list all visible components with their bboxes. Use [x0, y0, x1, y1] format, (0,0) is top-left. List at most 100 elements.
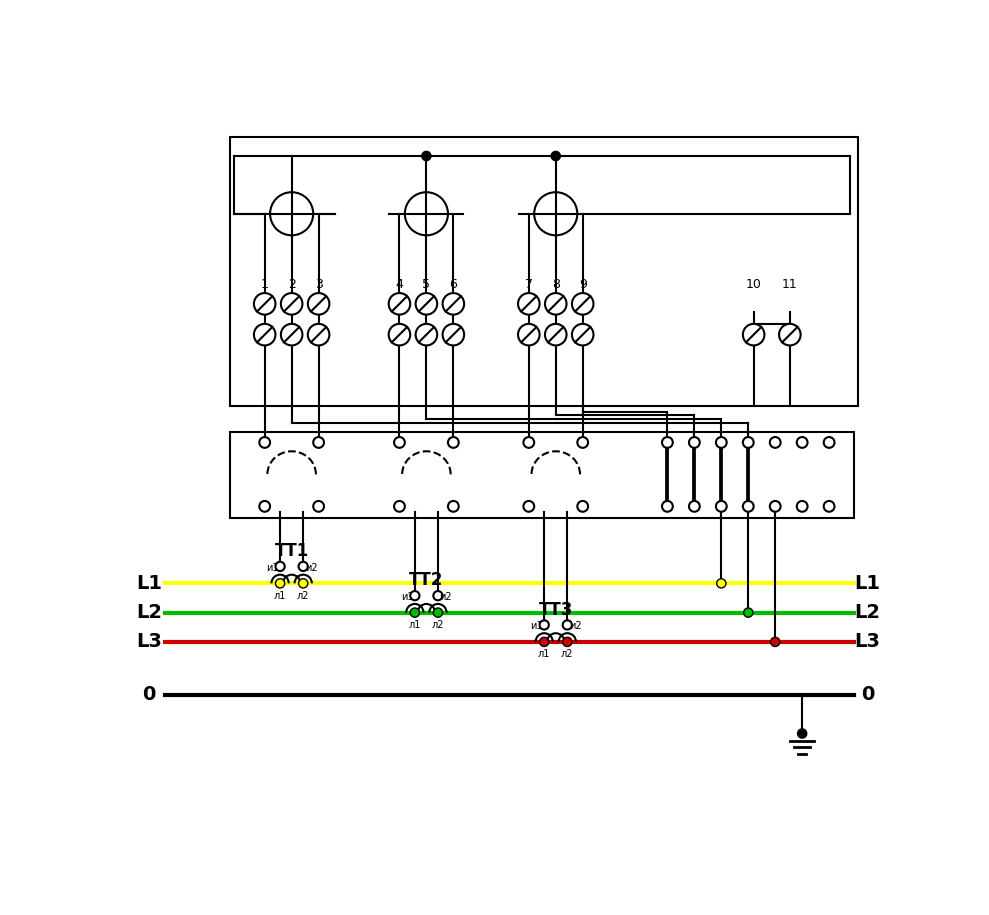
Circle shape	[259, 501, 270, 511]
Circle shape	[308, 324, 329, 346]
Circle shape	[545, 293, 567, 315]
Circle shape	[299, 562, 308, 571]
Text: и1: и1	[401, 592, 413, 602]
Text: 11: 11	[782, 278, 798, 291]
Circle shape	[743, 501, 754, 511]
Circle shape	[824, 437, 835, 447]
Text: 9: 9	[579, 278, 586, 291]
Circle shape	[415, 324, 437, 346]
Circle shape	[743, 437, 754, 447]
Text: 10: 10	[746, 278, 762, 291]
Circle shape	[389, 324, 410, 346]
Text: л2: л2	[561, 649, 574, 659]
Text: л2: л2	[431, 620, 444, 630]
Text: 1: 1	[261, 278, 269, 291]
Circle shape	[769, 501, 780, 511]
Circle shape	[717, 578, 726, 588]
Circle shape	[545, 324, 567, 346]
Circle shape	[518, 293, 540, 315]
Text: L3: L3	[854, 632, 880, 651]
Circle shape	[415, 293, 437, 315]
Circle shape	[662, 437, 673, 447]
Text: ТТ1: ТТ1	[275, 542, 309, 560]
Text: и2: и2	[569, 621, 582, 631]
Circle shape	[518, 324, 540, 346]
Circle shape	[563, 620, 572, 630]
Text: L1: L1	[136, 574, 162, 593]
Circle shape	[405, 192, 448, 235]
Circle shape	[314, 437, 324, 447]
Circle shape	[743, 324, 764, 346]
Circle shape	[254, 293, 276, 315]
Circle shape	[523, 501, 534, 511]
Circle shape	[662, 501, 673, 511]
Circle shape	[442, 293, 464, 315]
Circle shape	[523, 437, 534, 447]
Circle shape	[433, 608, 442, 618]
Circle shape	[540, 637, 549, 647]
Circle shape	[578, 501, 588, 511]
Circle shape	[716, 501, 727, 511]
Circle shape	[551, 151, 561, 161]
Text: 3: 3	[315, 278, 322, 291]
Circle shape	[394, 501, 405, 511]
Circle shape	[254, 324, 276, 346]
Text: 7: 7	[525, 278, 533, 291]
Circle shape	[276, 578, 285, 588]
Bar	[230, 432, 854, 518]
Circle shape	[563, 637, 572, 647]
Circle shape	[314, 501, 324, 511]
Circle shape	[578, 437, 588, 447]
Text: L2: L2	[136, 603, 162, 622]
Circle shape	[824, 501, 835, 511]
Circle shape	[744, 608, 753, 618]
Text: 2: 2	[288, 278, 296, 291]
Text: L1: L1	[854, 574, 880, 593]
Text: л1: л1	[538, 649, 551, 659]
Text: л2: л2	[297, 591, 310, 600]
Text: и1: и1	[266, 563, 279, 573]
Circle shape	[572, 324, 593, 346]
Circle shape	[394, 437, 405, 447]
Text: 6: 6	[449, 278, 457, 291]
Text: и2: и2	[439, 592, 452, 602]
Circle shape	[281, 324, 303, 346]
Circle shape	[689, 501, 700, 511]
Circle shape	[534, 192, 578, 235]
Bar	[230, 136, 857, 406]
Circle shape	[308, 293, 329, 315]
Text: 5: 5	[422, 278, 430, 291]
Text: 0: 0	[142, 685, 156, 705]
Circle shape	[389, 293, 410, 315]
Circle shape	[281, 293, 303, 315]
Circle shape	[540, 620, 549, 630]
Circle shape	[797, 501, 808, 511]
Text: 8: 8	[552, 278, 560, 291]
Text: L2: L2	[854, 603, 880, 622]
Circle shape	[410, 608, 419, 618]
Circle shape	[769, 437, 780, 447]
Circle shape	[572, 293, 593, 315]
Text: л1: л1	[274, 591, 286, 600]
Circle shape	[716, 437, 727, 447]
Text: L3: L3	[136, 632, 162, 651]
Text: ТТ3: ТТ3	[539, 600, 573, 619]
Circle shape	[299, 578, 308, 588]
Circle shape	[442, 324, 464, 346]
Circle shape	[797, 437, 808, 447]
Text: и2: и2	[305, 563, 317, 573]
Circle shape	[421, 151, 431, 161]
Circle shape	[797, 729, 807, 738]
Circle shape	[448, 437, 459, 447]
Circle shape	[433, 591, 442, 600]
Circle shape	[448, 501, 459, 511]
Text: л1: л1	[408, 620, 421, 630]
Circle shape	[276, 562, 285, 571]
Circle shape	[770, 637, 780, 647]
Text: ТТ2: ТТ2	[409, 571, 444, 589]
Circle shape	[259, 437, 270, 447]
Text: 0: 0	[860, 685, 874, 705]
Text: и1: и1	[530, 621, 543, 631]
Circle shape	[410, 591, 419, 600]
Circle shape	[779, 324, 801, 346]
